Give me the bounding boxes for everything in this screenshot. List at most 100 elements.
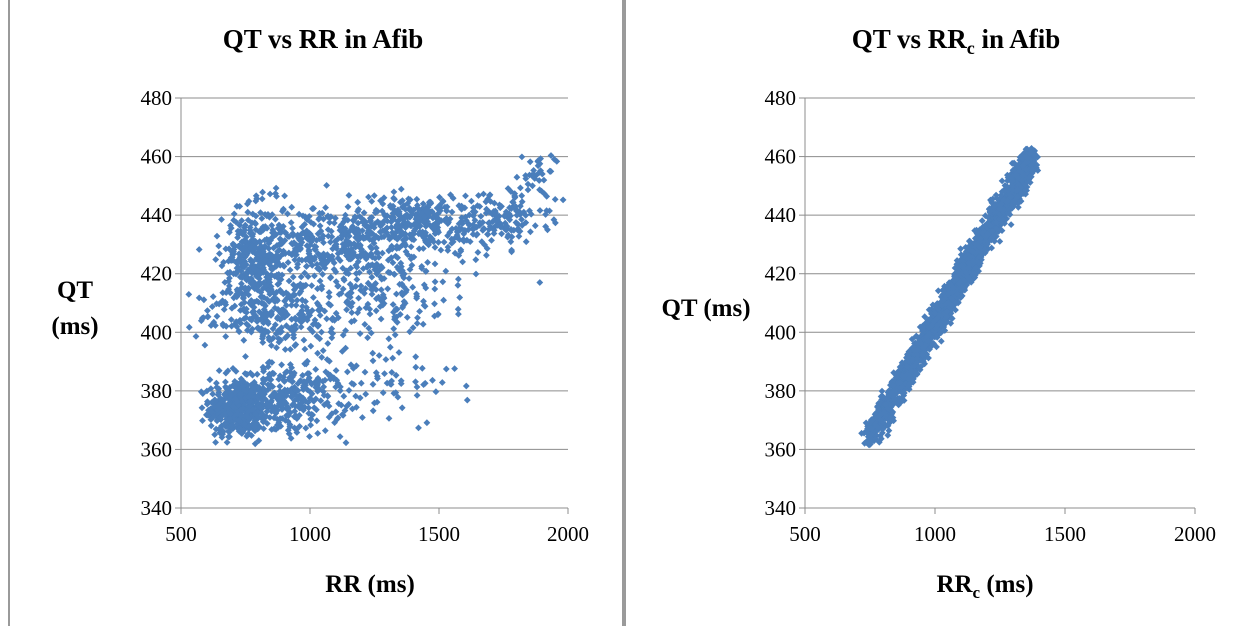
data-point: [460, 230, 468, 238]
data-point: [246, 299, 253, 307]
data-point: [920, 344, 927, 352]
data-point: [873, 422, 881, 430]
data-point: [338, 248, 346, 256]
data-point: [313, 236, 320, 244]
data-point: [377, 220, 384, 227]
data-point: [331, 419, 338, 426]
data-point: [314, 374, 322, 382]
data-point: [290, 281, 297, 289]
data-point: [875, 399, 883, 407]
data-point: [241, 420, 248, 428]
data-point: [967, 240, 975, 248]
data-point: [884, 405, 892, 413]
data-point: [385, 415, 393, 422]
data-point: [266, 290, 274, 298]
data-point: [278, 361, 285, 369]
data-point: [258, 195, 266, 203]
data-point: [1028, 167, 1036, 175]
data-point: [507, 205, 515, 212]
data-point: [246, 229, 254, 237]
y-tick-label: 460: [141, 145, 173, 169]
data-point: [307, 219, 315, 226]
data-point: [245, 423, 253, 430]
data-point: [297, 377, 304, 384]
data-point: [228, 322, 235, 330]
data-point: [414, 314, 421, 322]
data-point: [322, 204, 329, 211]
data-point: [973, 226, 980, 234]
data-point: [464, 226, 472, 234]
data-point: [415, 206, 423, 213]
data-point: [398, 404, 406, 412]
data-point: [231, 302, 239, 310]
data-point: [288, 297, 296, 305]
data-point: [216, 250, 223, 257]
data-point: [875, 405, 882, 413]
data-point: [213, 379, 220, 387]
data-point: [286, 421, 294, 429]
data-point: [442, 365, 450, 373]
data-point: [269, 325, 277, 333]
data-point: [1009, 166, 1017, 174]
data-point: [413, 290, 420, 298]
data-point: [356, 305, 363, 313]
data-point: [243, 238, 250, 246]
data-point: [204, 313, 212, 321]
data-point: [236, 203, 244, 210]
data-point: [1024, 177, 1031, 185]
data-point: [412, 378, 419, 386]
data-point: [222, 369, 230, 377]
data-point: [403, 235, 410, 242]
data-point: [347, 289, 355, 297]
data-point: [301, 360, 309, 368]
data-point: [307, 230, 314, 238]
data-point: [896, 379, 904, 386]
data-point: [406, 196, 414, 204]
data-point: [888, 390, 895, 397]
data-point: [419, 218, 427, 226]
data-point: [295, 210, 303, 218]
data-point: [329, 245, 337, 253]
data-point: [906, 380, 913, 388]
data-point: [222, 322, 230, 330]
data-point: [481, 241, 488, 249]
data-point: [867, 431, 875, 439]
data-point: [352, 392, 360, 400]
data-point: [213, 312, 221, 320]
data-point: [408, 210, 416, 218]
data-point: [553, 158, 561, 165]
data-point: [293, 241, 300, 249]
data-point: [947, 319, 955, 327]
data-point: [275, 419, 283, 427]
data-point: [301, 213, 309, 221]
data-point: [311, 245, 318, 253]
data-point: [264, 275, 272, 283]
data-point: [889, 382, 897, 389]
data-point: [333, 245, 340, 252]
data-point: [301, 221, 308, 228]
data-point: [504, 185, 512, 192]
data-point: [399, 304, 406, 311]
data-point: [247, 388, 255, 395]
data-point: [397, 380, 405, 387]
data-point: [289, 273, 297, 281]
data-point: [550, 216, 558, 224]
data-point: [260, 365, 268, 373]
data-point: [237, 412, 245, 420]
data-point: [292, 402, 299, 410]
data-point: [286, 266, 294, 274]
data-point: [242, 233, 250, 241]
data-point: [316, 266, 323, 274]
data-point: [355, 226, 362, 234]
data-point: [424, 218, 431, 225]
data-point: [366, 229, 374, 237]
data-point: [964, 256, 971, 263]
data-point: [483, 251, 490, 259]
data-point: [496, 220, 503, 228]
x-axis-label-tail: (ms): [980, 571, 1033, 598]
data-point: [268, 254, 276, 262]
data-point: [252, 226, 260, 234]
data-point: [251, 423, 258, 431]
data-point: [288, 301, 295, 309]
